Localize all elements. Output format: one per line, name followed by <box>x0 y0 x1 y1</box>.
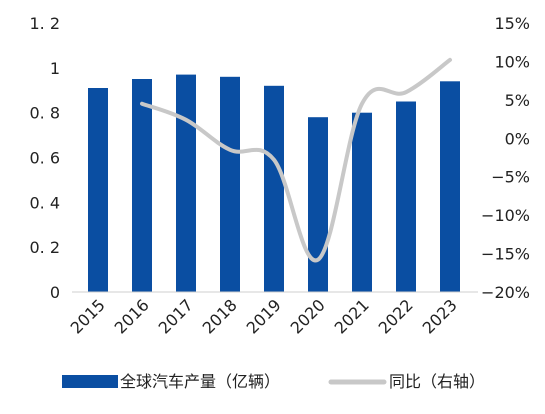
bar-series <box>88 74 460 292</box>
right-tick-label: 15% <box>494 14 530 33</box>
yoy-point-2016 <box>140 102 144 106</box>
bar-2016 <box>132 79 152 292</box>
bar-2021 <box>352 112 372 292</box>
legend-swatch-production <box>62 375 118 388</box>
right-axis: 15% 10% 5% 0% −5% −10% −15% −20% <box>481 14 530 302</box>
legend-label-yoy: 同比（右轴） <box>389 372 485 391</box>
x-tick-label-2019: 2019 <box>243 295 285 337</box>
x-tick-label-2020: 2020 <box>287 295 329 337</box>
left-tick-label: 0. 6 <box>29 149 60 168</box>
x-tick-label-2021: 2021 <box>331 295 373 337</box>
bar-2017 <box>176 74 196 292</box>
yoy-point-2017 <box>184 118 188 122</box>
left-tick-label: 0. 4 <box>29 193 60 212</box>
right-tick-label: 5% <box>505 91 530 110</box>
right-tick-label: 10% <box>494 52 530 71</box>
left-tick-label: 1. 2 <box>29 14 60 33</box>
bar-2019 <box>264 85 284 292</box>
bar-2018 <box>220 76 240 292</box>
left-tick-label: 0 <box>50 283 60 302</box>
yoy-point-2023 <box>448 58 452 62</box>
x-tick-label-2016: 2016 <box>111 295 153 337</box>
x-tick-label-2018: 2018 <box>199 295 241 337</box>
left-tick-label: 0. 8 <box>29 104 60 123</box>
x-tick-label-2015: 2015 <box>67 295 109 337</box>
yoy-point-2019 <box>272 158 276 162</box>
bar-2015 <box>88 88 108 292</box>
right-tick-label: −15% <box>481 245 530 264</box>
right-tick-label: −5% <box>491 168 530 187</box>
x-tick-label-2022: 2022 <box>375 295 417 337</box>
right-tick-label: 0% <box>505 129 530 148</box>
left-tick-label: 1 <box>50 59 60 78</box>
x-tick-label-2017: 2017 <box>155 295 197 337</box>
yoy-point-2022 <box>404 90 408 94</box>
left-tick-label: 0. 2 <box>29 238 60 257</box>
bar-2023 <box>440 81 460 292</box>
right-tick-label: −20% <box>481 283 530 302</box>
right-tick-label: −10% <box>481 206 530 225</box>
legend-label-production: 全球汽车产量（亿辆） <box>120 372 280 391</box>
x-tick-label-2023: 2023 <box>419 295 461 337</box>
bar-2022 <box>396 101 416 292</box>
line-series <box>140 57 452 263</box>
yoy-line <box>140 57 452 263</box>
bar-2020 <box>308 117 328 292</box>
x-axis: 2015 2016 2017 2018 2019 2020 2021 2022 2023 <box>67 295 461 337</box>
legend: 全球汽车产量（亿辆） 同比（右轴） <box>62 372 485 391</box>
yoy-point-2018 <box>228 148 232 152</box>
yoy-point-2020 <box>316 258 320 262</box>
left-axis: 0 0. 2 0. 4 0. 6 0. 8 1 1. 2 <box>29 14 60 302</box>
yoy-point-2021 <box>360 102 364 106</box>
